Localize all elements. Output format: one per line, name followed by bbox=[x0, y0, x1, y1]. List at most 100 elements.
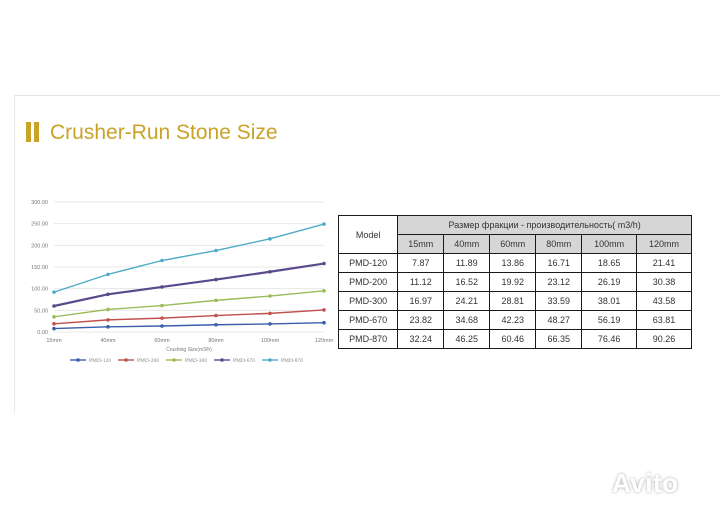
table-cell: 38.01 bbox=[581, 291, 638, 311]
y-tick-label: 200.00 bbox=[31, 243, 48, 249]
table-cell: 16.52 bbox=[443, 272, 491, 292]
table-cell: 26.19 bbox=[581, 272, 638, 292]
table-cell: 19.92 bbox=[489, 272, 537, 292]
data-point bbox=[214, 277, 218, 282]
table-cell: 23.12 bbox=[535, 272, 583, 292]
table-cell: 13.86 bbox=[489, 253, 537, 273]
table-cell: 21.41 bbox=[636, 253, 692, 273]
table-cell: 60.46 bbox=[489, 329, 537, 349]
table-cell: 16.97 bbox=[397, 291, 445, 311]
column-header: 40mm bbox=[443, 234, 491, 254]
table-cell: 34.68 bbox=[443, 310, 491, 330]
data-point bbox=[106, 272, 110, 277]
y-tick-label: 0.00 bbox=[37, 330, 48, 336]
y-tick-label: 100.00 bbox=[31, 287, 48, 293]
data-point bbox=[160, 258, 164, 263]
legend-swatch-point bbox=[76, 358, 80, 362]
table-cell: 43.58 bbox=[636, 291, 692, 311]
series-line bbox=[53, 262, 325, 308]
series-line bbox=[53, 309, 325, 325]
title-accent-bar bbox=[26, 122, 31, 142]
column-header: 120mm bbox=[636, 234, 692, 254]
data-point bbox=[214, 248, 218, 253]
table-cell: 33.59 bbox=[535, 291, 583, 311]
data-point bbox=[214, 322, 218, 327]
legend-label: PMD-670 bbox=[233, 358, 255, 364]
data-point bbox=[268, 237, 272, 241]
watermark-logo: Avito bbox=[612, 468, 679, 498]
data-point bbox=[52, 326, 56, 331]
table-cell: 30.38 bbox=[636, 272, 692, 292]
table-row: PMD-200 11.12 16.52 19.92 23.12 26.19 30… bbox=[337, 272, 692, 292]
data-point bbox=[214, 313, 218, 318]
y-tick-label: 50.00 bbox=[34, 308, 48, 314]
y-tick-label: 150.00 bbox=[31, 265, 48, 271]
left-divider bbox=[14, 95, 15, 413]
table-row: PMD-870 32.24 46.25 60.46 66.35 76.46 90… bbox=[337, 329, 692, 349]
data-point bbox=[106, 325, 110, 329]
table-row: PMD-300 16.97 24.21 28.81 33.59 38.01 43… bbox=[337, 291, 692, 311]
row-model: PMD-200 bbox=[337, 272, 399, 292]
table-row: PMD-120 7.87 11.89 13.86 16.71 18.65 21.… bbox=[337, 253, 692, 273]
table-cell: 23.82 bbox=[397, 310, 445, 330]
page-title: Crusher-Run Stone Size bbox=[50, 121, 278, 144]
y-tick-label: 250.00 bbox=[31, 222, 48, 228]
series-line bbox=[53, 223, 325, 293]
table-cell: 24.21 bbox=[443, 291, 491, 311]
table-cell: 32.24 bbox=[397, 329, 445, 349]
data-point bbox=[52, 321, 56, 326]
table-cell: 11.12 bbox=[397, 272, 445, 292]
data-point bbox=[322, 222, 326, 226]
legend-swatch-point bbox=[172, 358, 176, 362]
data-point bbox=[160, 285, 164, 289]
table-row: PMD-670 23.82 34.68 42.23 48.27 56.19 63… bbox=[337, 310, 692, 330]
legend-swatch-point bbox=[268, 358, 272, 362]
data-point bbox=[322, 320, 326, 325]
data-point bbox=[160, 303, 164, 308]
data-point bbox=[52, 304, 56, 308]
series-line bbox=[53, 322, 325, 330]
table-cell: 46.25 bbox=[443, 329, 491, 349]
data-point bbox=[160, 324, 164, 328]
data-point bbox=[268, 294, 272, 298]
data-point bbox=[268, 269, 272, 274]
table-cell: 16.71 bbox=[535, 253, 583, 273]
table-cell: 66.35 bbox=[535, 329, 583, 349]
y-tick-label: 300.00 bbox=[31, 200, 48, 206]
table-cell: 76.46 bbox=[581, 329, 638, 349]
data-point bbox=[52, 315, 56, 319]
data-point bbox=[268, 322, 272, 326]
title-accent-bar-2 bbox=[34, 122, 39, 142]
data-point bbox=[268, 311, 272, 316]
table-cell: 48.27 bbox=[535, 310, 583, 330]
data-point bbox=[322, 261, 326, 266]
data-point bbox=[52, 290, 56, 294]
x-tick-label: 100mm bbox=[261, 338, 280, 344]
x-tick-label: 15mm bbox=[46, 338, 62, 344]
table-cell: 7.87 bbox=[397, 253, 445, 273]
x-tick-label: 60mm bbox=[154, 338, 170, 344]
column-header: 100mm bbox=[581, 234, 638, 254]
row-model: PMD-870 bbox=[337, 329, 399, 349]
table-cell: 11.89 bbox=[443, 253, 491, 273]
legend-swatch-point bbox=[220, 358, 224, 362]
line-chart-svg: 300.00 250.00 200.00 150.00 100.00 50.00 0.00 1… bbox=[31, 200, 333, 364]
x-tick-label: 40mm bbox=[100, 338, 116, 344]
data-point bbox=[106, 307, 110, 312]
table-cell: 42.23 bbox=[489, 310, 537, 330]
data-point bbox=[106, 292, 110, 297]
legend-label: PMD-870 bbox=[281, 358, 303, 364]
column-header: 60mm bbox=[489, 234, 537, 254]
x-axis-label: Crushing Size(m3/h) bbox=[166, 347, 212, 353]
legend-swatch-point bbox=[124, 358, 128, 362]
table-cell: 56.19 bbox=[581, 310, 638, 330]
table-cell: 28.81 bbox=[489, 291, 537, 311]
top-divider bbox=[14, 95, 720, 96]
column-header: 15mm bbox=[397, 234, 445, 254]
data-point bbox=[106, 318, 110, 322]
table-cell: 63.81 bbox=[636, 310, 692, 330]
table-cell: 18.65 bbox=[581, 253, 638, 273]
series-line bbox=[53, 290, 325, 318]
legend-label: PMD-200 bbox=[137, 358, 159, 364]
capacity-table: Model Размер фракции - производительност… bbox=[337, 215, 692, 349]
